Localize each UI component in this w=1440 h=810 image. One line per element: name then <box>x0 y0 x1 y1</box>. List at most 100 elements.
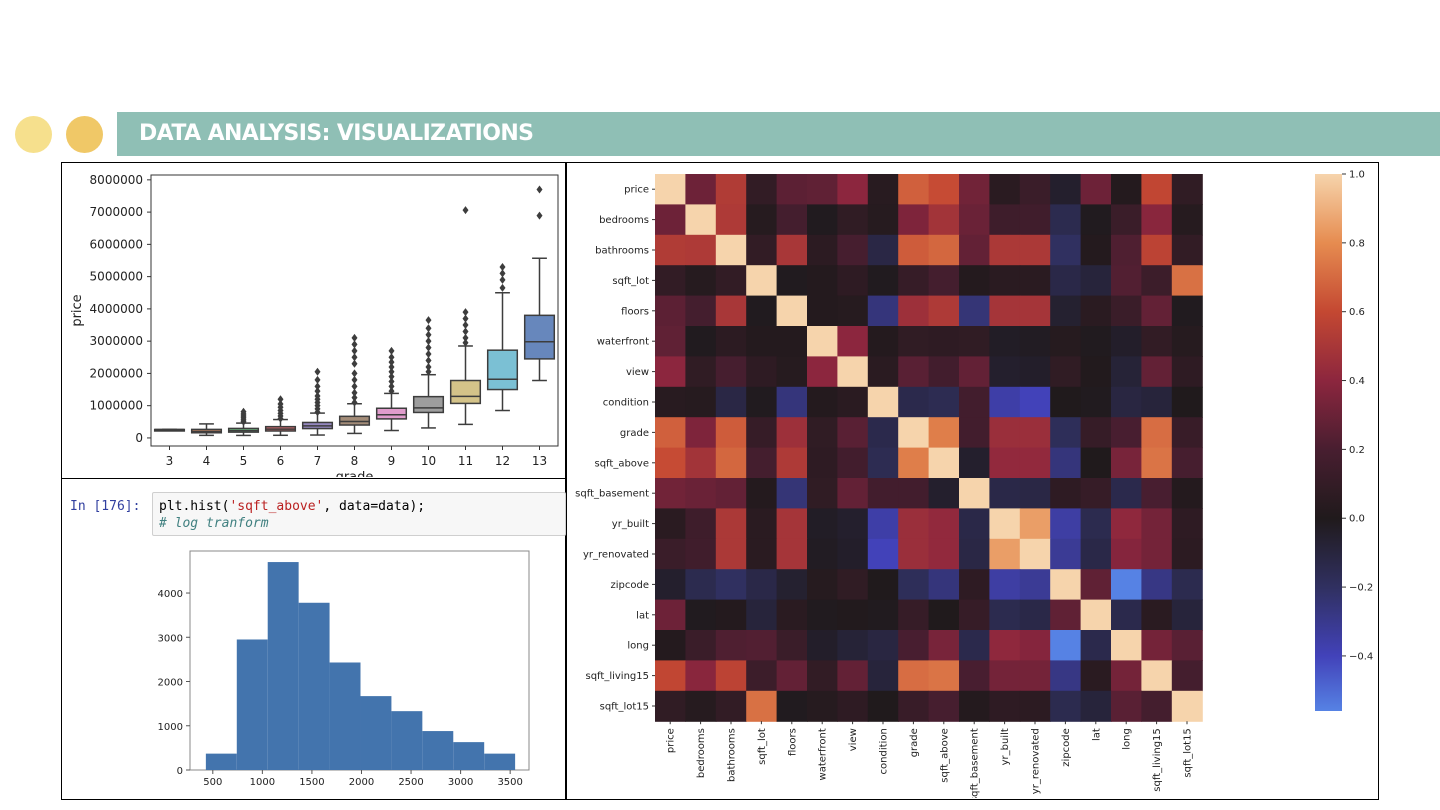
outlier-point <box>388 367 395 376</box>
heatmap-cell <box>1111 569 1142 601</box>
heatmap-cell <box>655 204 686 236</box>
heatmap-cell <box>837 690 869 722</box>
heatmap-cell <box>1019 630 1051 661</box>
iqr-box <box>375 407 408 420</box>
outlier-point <box>462 321 469 330</box>
heatmap-cell <box>928 417 960 449</box>
heatmap-cell <box>959 234 990 266</box>
x-tick-label: 1500 <box>299 777 324 788</box>
heatmap-cell <box>715 538 747 570</box>
outlier-point <box>351 359 358 368</box>
heatmap-cell <box>1111 386 1142 418</box>
heatmap-cell <box>685 538 717 570</box>
outlier-point <box>536 185 543 194</box>
heatmap-cell <box>776 295 808 327</box>
x-tick-label: 7 <box>314 454 322 468</box>
heatmap-cell <box>1111 660 1142 692</box>
heatmap-cell <box>928 234 960 266</box>
x-tick-label: 2500 <box>398 777 423 788</box>
code-line: plt.hist('sqft_above', data=data); <box>159 499 426 514</box>
heatmap-cell <box>685 326 717 357</box>
heatmap-cell <box>989 204 1021 236</box>
iqr-box <box>338 415 371 426</box>
heatmap-cell <box>1050 599 1082 631</box>
heatmap-cell <box>746 234 778 266</box>
heatmap-cell <box>655 386 686 418</box>
outlier-point <box>314 375 321 384</box>
col-label: zipcode <box>1061 728 1072 767</box>
heatmap-cell <box>1141 508 1173 540</box>
heatmap-cell <box>715 447 747 479</box>
heatmap-cell <box>685 234 717 266</box>
heatmap-cell <box>1050 356 1082 388</box>
row-label: sqft_lot <box>612 276 649 287</box>
heatmap-cell <box>807 234 838 266</box>
heatmap-cell <box>715 478 747 509</box>
heatmap-cell <box>685 599 717 631</box>
heatmap-cell <box>867 386 899 418</box>
heatmap-cell <box>1019 386 1051 418</box>
heatmap-cell <box>1141 417 1173 449</box>
heatmap-cell <box>928 295 960 327</box>
heatmap-cell <box>837 174 869 205</box>
row-label: floors <box>621 306 649 317</box>
heatmap-cell <box>959 417 990 449</box>
heatmap-cell <box>837 204 869 236</box>
outlier-point <box>351 346 358 355</box>
x-tick-label: 12 <box>495 454 510 468</box>
heatmap-cell <box>776 417 808 449</box>
heatmap-cell <box>867 204 899 236</box>
heatmap-cell <box>807 295 838 327</box>
heatmap-cell <box>867 569 899 601</box>
heatmap-cell <box>898 234 930 266</box>
heatmap-cell <box>1111 447 1142 479</box>
page-title: DATA ANALYSIS: VISUALIZATIONS <box>139 121 534 146</box>
heatmap-cell <box>1050 326 1082 357</box>
heatmap-cell <box>1141 174 1173 205</box>
x-tick-label: 3500 <box>497 777 522 788</box>
heatmap-cell <box>746 690 778 722</box>
heatmap-cell <box>1171 447 1203 479</box>
heatmap-cell <box>1050 174 1082 205</box>
heatmap-cell <box>655 569 686 601</box>
row-label: sqft_lot15 <box>600 702 649 713</box>
row-label: lat <box>636 610 649 621</box>
heatmap-cell <box>928 265 960 297</box>
heatmap-cell <box>837 569 869 601</box>
colorbar-tick-label: 0.6 <box>1349 307 1365 318</box>
heatmap-cell <box>1050 690 1082 722</box>
heatmap-cell <box>867 508 899 540</box>
heatmap-cell <box>928 386 960 418</box>
heatmap-cell <box>928 174 960 205</box>
heatmap-cell <box>928 538 960 570</box>
heatmap-cell <box>655 326 686 357</box>
heatmap-cell <box>746 174 778 205</box>
heatmap-cell <box>715 326 747 357</box>
heatmap-cell <box>898 447 930 479</box>
y-tick-label: 6000000 <box>90 237 143 251</box>
heatmap-cell <box>715 599 747 631</box>
heatmap-cell <box>807 265 838 297</box>
heatmap-cell <box>989 234 1021 266</box>
heatmap-cell <box>959 295 990 327</box>
col-label: bedrooms <box>696 728 707 778</box>
outlier-point <box>536 211 543 220</box>
hist-bar <box>329 662 361 770</box>
heatmap-cell <box>776 265 808 297</box>
col-label: long <box>1122 728 1133 750</box>
outlier-point <box>425 350 432 359</box>
heatmap-cell <box>746 599 778 631</box>
heatmap-cell <box>867 265 899 297</box>
y-tick-label: 2000000 <box>90 366 143 380</box>
heatmap-cell <box>746 508 778 540</box>
heatmap-cell <box>1171 508 1203 540</box>
heatmap-cell <box>837 326 869 357</box>
colorbar-tick-label: −0.2 <box>1349 583 1373 594</box>
correlation-heatmap: price price bedrooms bedrooms bathrooms bathr… <box>575 170 1373 799</box>
heatmap-cell <box>989 630 1021 661</box>
heatmap-cell <box>898 204 930 236</box>
heatmap-cell <box>776 386 808 418</box>
heatmap-cell <box>746 204 778 236</box>
row-label: zipcode <box>611 580 650 591</box>
code-cell[interactable]: plt.hist('sqft_above', data=data); # log… <box>152 492 566 536</box>
